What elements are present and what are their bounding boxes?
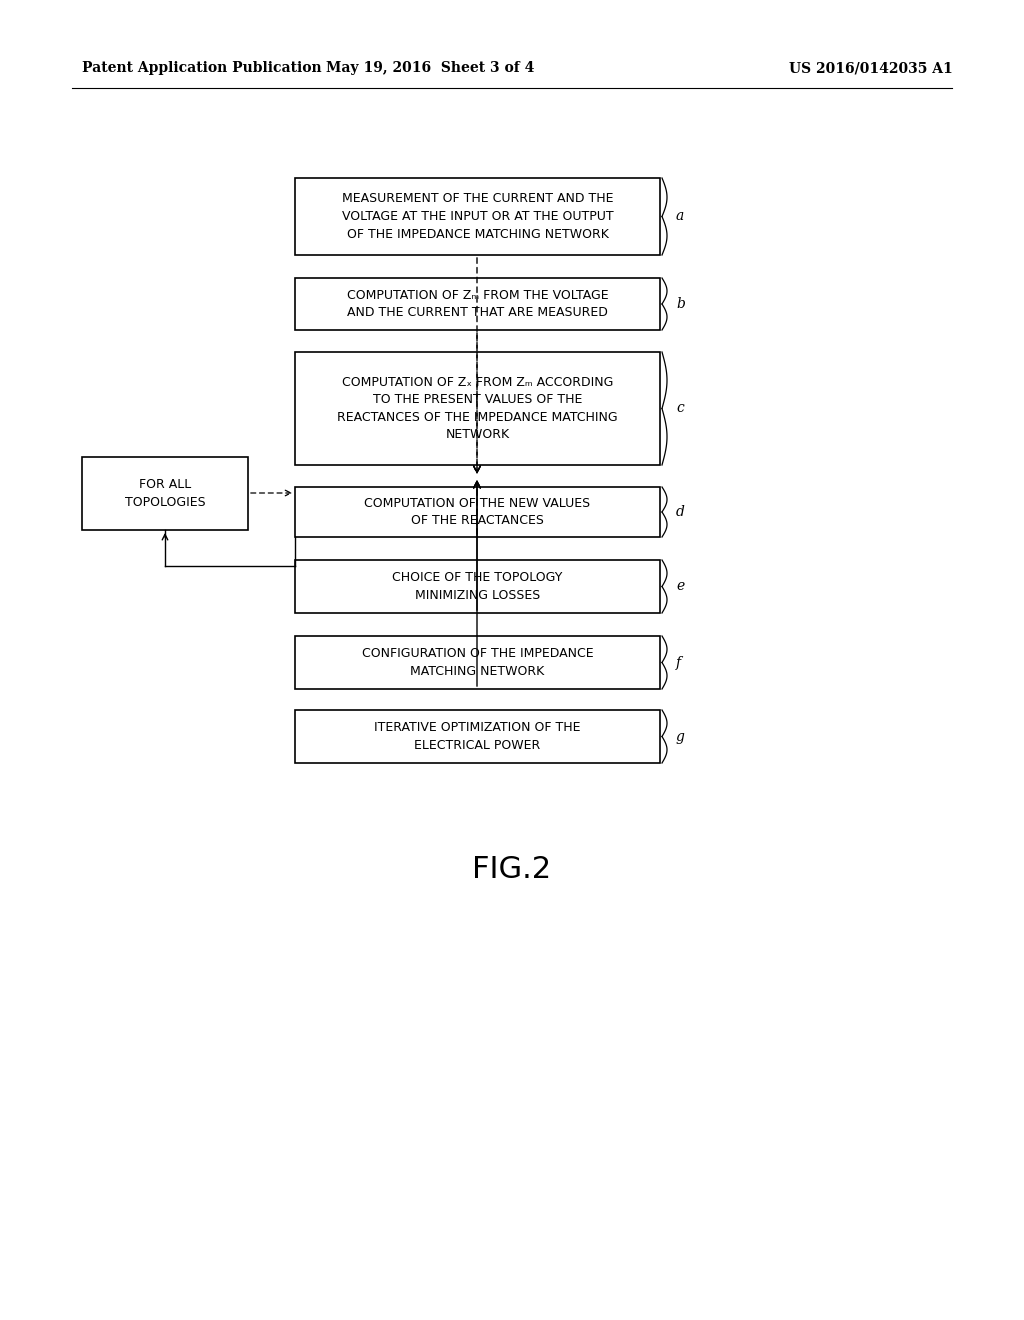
- Bar: [295, 560, 660, 612]
- Text: ITERATIVE OPTIMIZATION OF THE
ELECTRICAL POWER: ITERATIVE OPTIMIZATION OF THE ELECTRICAL…: [374, 721, 581, 752]
- Text: CHOICE OF THE TOPOLOGY
MINIMIZING LOSSES: CHOICE OF THE TOPOLOGY MINIMIZING LOSSES: [392, 572, 562, 602]
- Text: FOR ALL
TOPOLOGIES: FOR ALL TOPOLOGIES: [125, 478, 206, 508]
- Text: e: e: [676, 579, 684, 594]
- Text: a: a: [676, 210, 684, 223]
- Text: Patent Application Publication: Patent Application Publication: [82, 61, 322, 75]
- Text: COMPUTATION OF Zₓ FROM Zₘ ACCORDING
TO THE PRESENT VALUES OF THE
REACTANCES OF T: COMPUTATION OF Zₓ FROM Zₘ ACCORDING TO T…: [337, 376, 617, 441]
- Text: c: c: [676, 401, 684, 416]
- Text: f: f: [676, 656, 681, 669]
- Text: MEASUREMENT OF THE CURRENT AND THE
VOLTAGE AT THE INPUT OR AT THE OUTPUT
OF THE : MEASUREMENT OF THE CURRENT AND THE VOLTA…: [342, 193, 613, 240]
- Text: COMPUTATION OF THE NEW VALUES
OF THE REACTANCES: COMPUTATION OF THE NEW VALUES OF THE REA…: [365, 496, 591, 527]
- Bar: [295, 352, 660, 465]
- Text: FIG.2: FIG.2: [472, 855, 552, 884]
- Text: d: d: [676, 506, 685, 519]
- Bar: [295, 710, 660, 763]
- Text: US 2016/0142035 A1: US 2016/0142035 A1: [788, 61, 952, 75]
- Bar: [295, 178, 660, 255]
- Text: COMPUTATION OF Zₘ FROM THE VOLTAGE
AND THE CURRENT THAT ARE MEASURED: COMPUTATION OF Zₘ FROM THE VOLTAGE AND T…: [347, 289, 608, 319]
- Bar: [82, 457, 248, 531]
- Text: CONFIGURATION OF THE IMPEDANCE
MATCHING NETWORK: CONFIGURATION OF THE IMPEDANCE MATCHING …: [361, 647, 593, 677]
- Text: May 19, 2016  Sheet 3 of 4: May 19, 2016 Sheet 3 of 4: [326, 61, 535, 75]
- Bar: [295, 636, 660, 689]
- Text: b: b: [676, 297, 685, 312]
- Bar: [295, 487, 660, 537]
- Bar: [295, 279, 660, 330]
- Text: g: g: [676, 730, 685, 743]
